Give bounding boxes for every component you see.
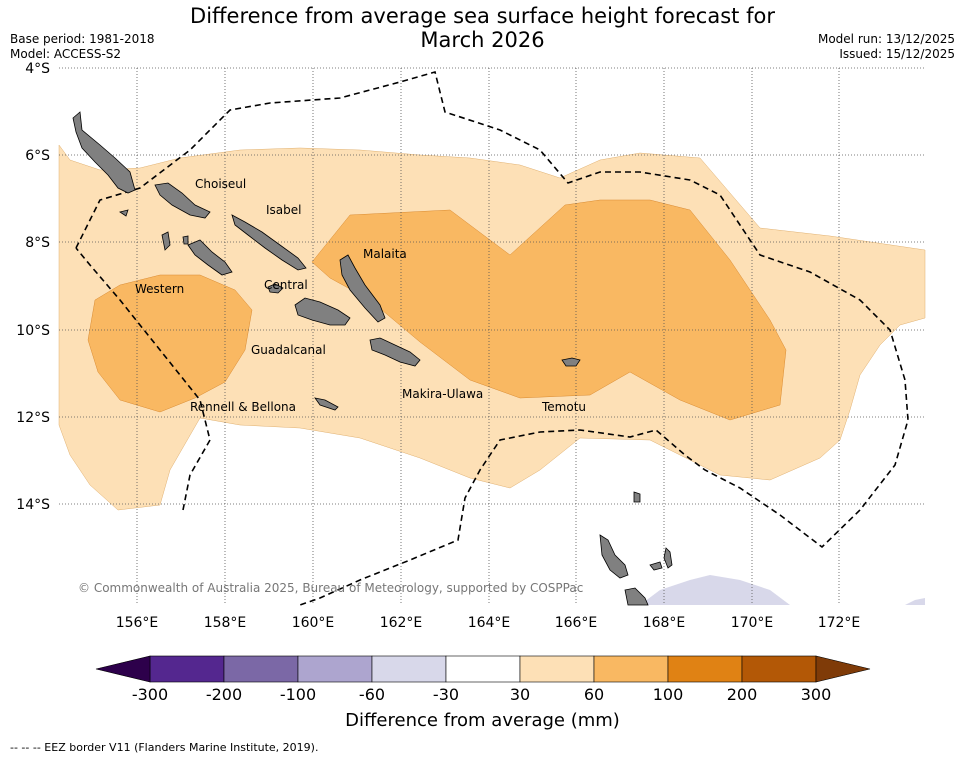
island-small-1 [663, 547, 673, 569]
colorbar-tick-label: -200 [205, 685, 243, 704]
colorbar-tick-label: 100 [652, 685, 684, 704]
meta-left: Base period: 1981-2018 Model: ACCESS-S2 [10, 32, 155, 62]
lat-label: 10°S [16, 323, 50, 339]
lon-label: 170°E [731, 615, 774, 631]
colorbar-under-arrow [95, 655, 151, 683]
model-run: Model run: 13/12/2025 [817, 32, 955, 46]
colorbar-tick-label: 30 [509, 685, 531, 704]
lat-label: 4°S [25, 61, 50, 77]
island-vella [161, 231, 171, 251]
meta-right: Model run: 13/12/2025 Issued: 15/12/2025 [818, 32, 955, 62]
lat-label: 12°S [16, 410, 50, 426]
colorbar-segment [519, 655, 595, 683]
province-label-malaita: Malaita [363, 247, 407, 261]
anomaly-region-neg [640, 575, 790, 605]
province-label-choiseul: Choiseul [195, 177, 246, 191]
province-labels: Choiseul Isabel Malaita Western Central … [135, 177, 586, 414]
island-rennell [314, 397, 339, 411]
island-espiritu [624, 587, 649, 606]
island-isabel [231, 214, 307, 271]
lat-label: 6°S [25, 148, 50, 164]
island-guadalcanal [294, 297, 351, 326]
lat-label: 8°S [25, 235, 50, 251]
copyright-note: © Commonwealth of Australia 2025, Bureau… [78, 581, 583, 595]
island-small-2 [649, 561, 663, 571]
lat-label: 14°S [16, 497, 50, 513]
title-line-2: March 2026 [420, 28, 545, 52]
lon-label: 162°E [380, 615, 423, 631]
colorbar-segment [223, 655, 299, 683]
eez-legend-note: -- -- -- EEZ border V11 (Flanders Marine… [10, 741, 319, 754]
colorbar-segment [297, 655, 373, 683]
colorbar-segment [371, 655, 447, 683]
colorbar-tick-label: -60 [358, 685, 386, 704]
issued-date: Issued: 15/12/2025 [839, 47, 955, 61]
anomaly-region-60-100-east [311, 199, 787, 421]
colorbar-segment [149, 655, 225, 683]
colorbar-tick-label: 60 [583, 685, 605, 704]
land-masses [72, 111, 673, 606]
island-ndeni [561, 357, 581, 367]
colorbar-segment [593, 655, 669, 683]
model-name: Model: ACCESS-S2 [10, 47, 122, 61]
island-small-5 [182, 235, 189, 245]
colorbar-tick-label: -30 [432, 685, 460, 704]
lon-label: 168°E [643, 615, 686, 631]
colorbar-segment [741, 655, 817, 683]
lon-label: 156°E [116, 615, 159, 631]
lon-label: 166°E [555, 615, 598, 631]
province-label-rennell-bellona: Rennell & Bellona [190, 400, 296, 414]
province-label-isabel: Isabel [266, 203, 301, 217]
province-label-central: Central [264, 278, 308, 292]
map-title: Difference from average sea surface heig… [0, 4, 965, 52]
province-label-temotu: Temotu [541, 400, 586, 414]
colorbar-tick-label: 200 [726, 685, 758, 704]
island-vanua-lava [599, 534, 629, 579]
longitude-labels: 156°E 158°E 160°E 162°E 164°E 166°E 168°… [116, 615, 861, 631]
province-label-makira-ulawa: Makira-Ulawa [402, 387, 483, 401]
base-period: Base period: 1981-2018 [10, 32, 155, 46]
island-newgeorgia [187, 239, 233, 276]
colorbar-title: Difference from average (mm) [345, 710, 620, 731]
colorbar-tick-label: 300 [800, 685, 832, 704]
colorbar-tick-label: -300 [131, 685, 169, 704]
colorbar [95, 655, 871, 683]
latitude-labels: 4°S 6°S 8°S 10°S 12°S 14°S [16, 61, 50, 513]
lon-label: 160°E [292, 615, 335, 631]
lon-label: 172°E [818, 615, 861, 631]
island-russell [267, 283, 284, 294]
colorbar-over-arrow [815, 655, 871, 683]
colorbar-segment [667, 655, 743, 683]
island-choiseul [154, 182, 211, 219]
island-malaita [339, 254, 386, 323]
colorbar-tick-label: -100 [279, 685, 317, 704]
province-label-western: Western [135, 282, 184, 296]
title-line-1: Difference from average sea surface heig… [190, 4, 775, 28]
lon-label: 164°E [468, 615, 511, 631]
lon-label: 158°E [204, 615, 247, 631]
colorbar-segment [445, 655, 521, 683]
gridlines [59, 67, 925, 605]
eez-border [75, 71, 909, 606]
island-bougainville [72, 111, 136, 194]
island-makira [369, 337, 421, 367]
island-small-4 [119, 209, 129, 217]
anomaly-region-neg-2 [905, 598, 925, 605]
island-small-3 [633, 491, 641, 503]
anomaly-region-60-100-west [87, 274, 253, 413]
province-label-guadalcanal: Guadalcanal [251, 343, 326, 357]
